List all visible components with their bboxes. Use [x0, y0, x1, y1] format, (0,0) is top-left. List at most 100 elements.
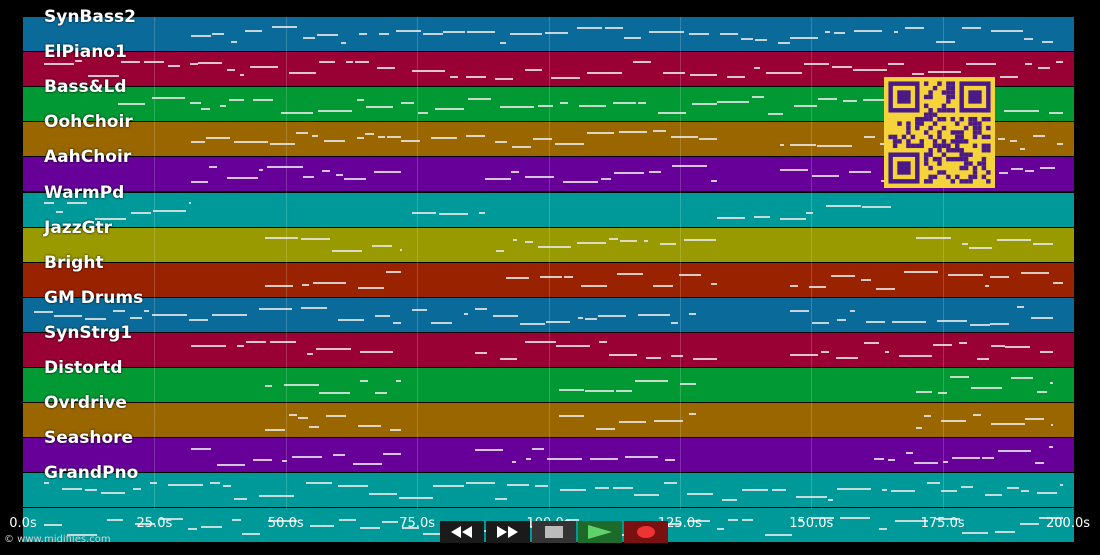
midi-note — [865, 320, 885, 323]
midi-note — [998, 449, 1032, 452]
midi-note — [585, 389, 614, 392]
midi-note — [377, 136, 386, 139]
midi-note — [466, 76, 487, 79]
midi-note — [264, 285, 293, 287]
midi-note — [393, 321, 401, 324]
midi-note — [698, 138, 717, 141]
midi-note — [683, 239, 716, 242]
midi-note — [899, 355, 933, 358]
midi-note — [863, 135, 876, 138]
midi-note — [563, 181, 599, 184]
midi-note — [670, 322, 678, 325]
midi-note — [520, 322, 545, 325]
midi-note — [74, 60, 82, 63]
midi-note — [914, 461, 938, 464]
track-label: OohChoir — [44, 112, 133, 133]
midi-note — [401, 139, 421, 142]
midi-note — [960, 485, 974, 488]
midi-note — [1024, 63, 1032, 66]
midi-note — [890, 490, 916, 493]
midi-note — [962, 27, 982, 30]
midi-note — [438, 213, 468, 216]
track-lanes — [23, 17, 1074, 543]
midi-note — [323, 139, 345, 142]
midi-note — [753, 216, 771, 219]
midi-note — [790, 354, 818, 357]
midi-note — [1017, 305, 1024, 308]
midi-note — [325, 414, 347, 417]
midi-note — [355, 60, 370, 63]
midi-note — [959, 342, 967, 345]
midi-note — [995, 530, 1016, 533]
midi-note — [386, 271, 402, 274]
midi-note — [318, 109, 353, 112]
stop-button[interactable] — [532, 521, 576, 543]
midi-note — [253, 99, 274, 102]
midi-note — [191, 448, 211, 451]
midi-note — [619, 131, 648, 134]
midi-note — [879, 527, 888, 530]
midi-note — [159, 517, 184, 520]
midi-note — [359, 380, 369, 383]
track-lane — [23, 403, 1074, 438]
midi-note — [512, 239, 518, 242]
time-gridline — [285, 17, 287, 509]
midi-note — [1020, 272, 1049, 275]
midi-note — [368, 493, 398, 496]
midi-note — [337, 484, 368, 487]
midi-note — [598, 314, 626, 317]
midi-note — [189, 63, 198, 66]
midi-note — [991, 29, 1024, 32]
track-lane — [23, 473, 1074, 508]
midi-note — [884, 351, 890, 354]
midi-note — [233, 498, 247, 501]
midi-note — [300, 238, 330, 240]
midi-note — [506, 276, 529, 279]
midi-note — [372, 245, 392, 248]
midi-note — [961, 243, 968, 246]
rewind-button[interactable] — [440, 521, 484, 543]
midi-note — [766, 71, 802, 74]
midi-note — [894, 519, 929, 522]
midi-note — [295, 132, 308, 135]
midi-note — [727, 75, 746, 78]
midi-note — [619, 240, 637, 243]
midi-note — [198, 61, 222, 64]
midi-note — [586, 132, 614, 135]
fast-forward-button[interactable] — [486, 521, 530, 543]
midi-note — [191, 345, 226, 348]
record-button[interactable] — [624, 521, 668, 543]
midi-note — [779, 218, 806, 221]
time-tick-label: 50.0s — [267, 516, 304, 531]
midi-note — [717, 527, 725, 530]
midi-note — [860, 279, 871, 282]
qr-code-icon[interactable] — [884, 77, 995, 188]
midi-note — [555, 142, 584, 145]
fast-forward-icon — [497, 526, 518, 538]
time-tick-label: 200.0s — [1046, 516, 1090, 531]
midi-note — [282, 460, 287, 463]
midi-note — [1020, 523, 1039, 526]
midi-note — [381, 521, 398, 523]
midi-note — [790, 309, 809, 312]
midi-note — [209, 165, 218, 168]
midi-note — [692, 358, 717, 361]
midi-note — [790, 36, 818, 39]
midi-note — [837, 488, 871, 491]
midi-note — [604, 26, 624, 29]
play-button[interactable] — [578, 521, 622, 543]
track-lane — [23, 368, 1074, 403]
midi-note — [863, 99, 886, 102]
midi-note — [716, 216, 745, 219]
midi-note — [741, 488, 769, 491]
midi-note — [998, 138, 1006, 141]
midi-note — [463, 313, 469, 316]
midi-note — [1035, 461, 1045, 464]
midi-note — [309, 524, 335, 527]
midi-note — [188, 201, 192, 204]
track-lane — [23, 438, 1074, 473]
midi-note — [509, 33, 542, 36]
midi-note — [678, 273, 701, 276]
midi-note — [852, 69, 888, 72]
midi-note — [1020, 147, 1025, 150]
